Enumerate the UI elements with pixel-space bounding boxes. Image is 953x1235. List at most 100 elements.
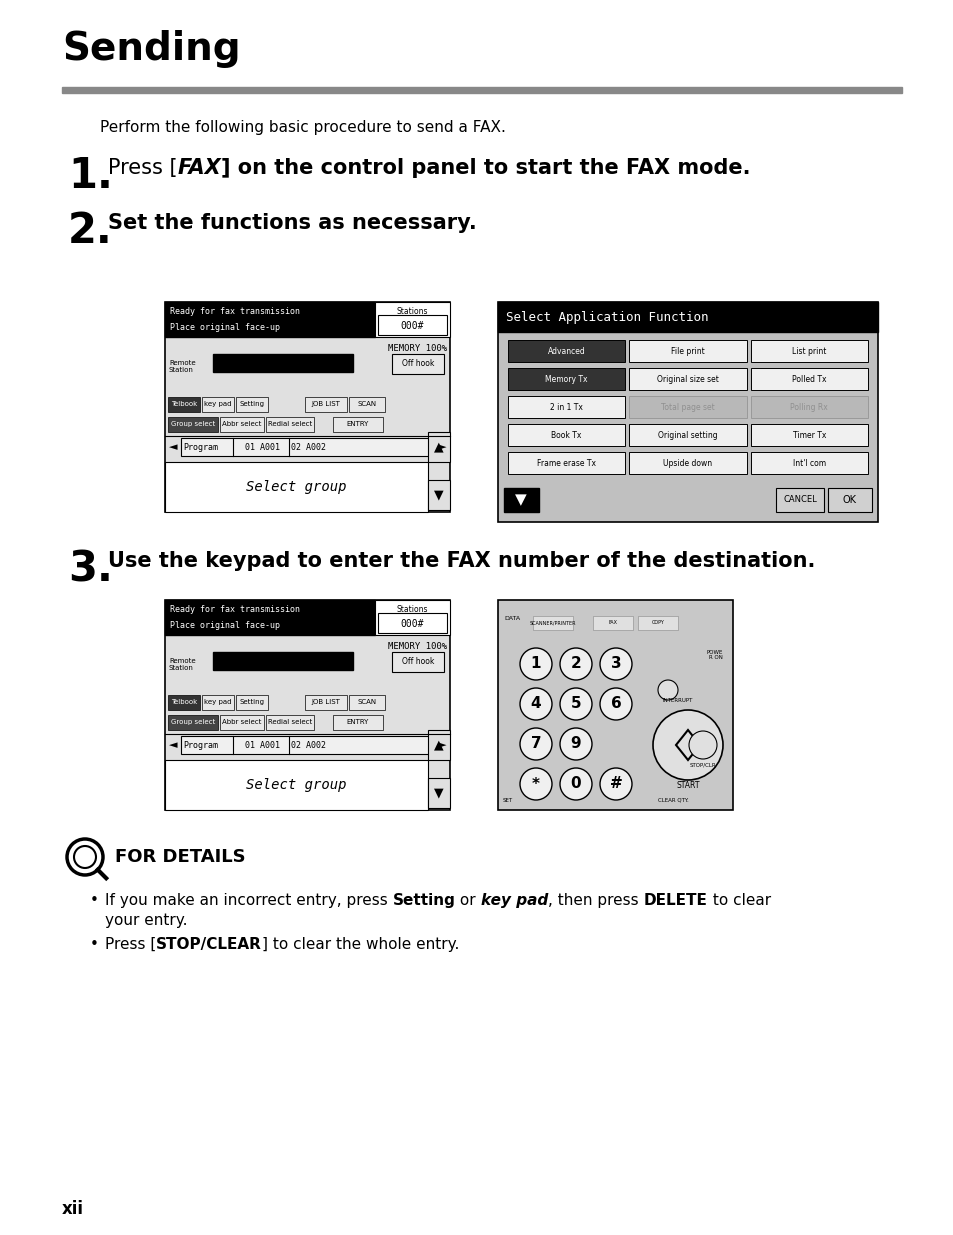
Bar [165,600,375,635]
Text: ◄: ◄ [169,740,177,750]
Text: Perform the following basic procedure to send a FAX.: Perform the following basic procedure to… [100,120,505,135]
Text: Original setting: Original setting [658,431,717,440]
Bar [349,396,385,412]
Text: 4: 4 [530,697,540,711]
Bar [428,778,450,808]
Text: 5: 5 [570,697,580,711]
Text: DATA: DATA [503,615,519,620]
Text: Telbook: Telbook [171,699,197,705]
Text: •: • [90,937,99,952]
Circle shape [599,648,631,680]
Bar [507,368,624,390]
Text: ►: ► [437,442,446,452]
Text: 6: 6 [610,697,620,711]
Text: 3: 3 [610,657,620,672]
Text: 02 A002: 02 A002 [291,741,326,751]
Bar [428,480,450,510]
Text: key pad: key pad [204,699,232,705]
Circle shape [652,710,722,781]
Bar [181,438,430,456]
Bar [629,452,746,474]
Text: SCAN: SCAN [357,699,376,705]
Text: 7: 7 [530,736,540,752]
Bar [497,303,877,522]
Bar [375,303,450,337]
Bar [349,695,385,710]
Text: Setting: Setting [239,699,264,705]
Bar [165,462,428,513]
Text: Polled Tx: Polled Tx [791,374,825,384]
Circle shape [519,727,552,760]
Text: List print: List print [791,347,825,356]
Text: FAX: FAX [177,158,221,178]
Text: •: • [90,893,99,908]
Circle shape [559,688,592,720]
Bar [168,715,218,730]
Bar [629,340,746,362]
Text: 3.: 3. [68,548,112,590]
Bar [503,488,538,513]
Circle shape [519,768,552,800]
Bar [533,616,573,630]
Text: 000#: 000# [400,321,423,331]
Text: SCAN: SCAN [357,401,376,408]
Bar [775,488,823,513]
Text: 02 A002: 02 A002 [291,443,326,452]
Text: 2.: 2. [68,210,112,252]
Text: 1.: 1. [68,156,112,198]
Text: Select group: Select group [246,480,346,494]
Bar [235,396,268,412]
Bar [333,417,382,432]
Bar [305,396,347,412]
Circle shape [559,768,592,800]
Text: INTERRUPT: INTERRUPT [662,698,693,703]
Bar [507,452,624,474]
Text: Off hook: Off hook [401,657,434,667]
Bar [165,600,450,810]
Text: FOR DETAILS: FOR DETAILS [115,848,245,866]
Text: Set the functions as necessary.: Set the functions as necessary. [108,212,477,233]
Bar [428,432,450,462]
Text: ▼: ▼ [434,787,443,799]
Text: ENTRY: ENTRY [347,719,369,725]
Text: xii: xii [62,1200,84,1218]
Bar [392,652,443,672]
Text: Remote
Station: Remote Station [169,359,195,373]
Bar [497,600,732,810]
Text: Ready for fax transmission: Ready for fax transmission [170,308,299,316]
Text: ►: ► [437,740,446,750]
Bar [213,354,353,372]
Circle shape [519,688,552,720]
Text: Use the keypad to enter the FAX number of the destination.: Use the keypad to enter the FAX number o… [108,551,815,571]
Text: JOB LIST: JOB LIST [312,401,340,408]
Bar [507,396,624,417]
Bar [629,424,746,446]
Text: Sending: Sending [62,30,240,68]
Text: Group select: Group select [171,421,214,427]
Text: Select Application Function: Select Application Function [505,310,708,324]
Text: CLEAR QTY.: CLEAR QTY. [657,798,688,803]
Bar [62,86,901,93]
Text: COPY: COPY [651,620,663,625]
Text: SCANNER/PRINTER: SCANNER/PRINTER [529,620,576,625]
Text: 0: 0 [570,777,580,792]
Bar [202,396,233,412]
Bar [220,417,264,432]
Text: Telbook: Telbook [171,401,197,408]
Text: Abbr select: Abbr select [222,421,261,427]
Circle shape [658,680,678,700]
Bar [375,600,450,635]
Text: ▼: ▼ [434,489,443,501]
Bar [750,368,867,390]
Bar [593,616,633,630]
Bar [168,695,200,710]
Bar [168,417,218,432]
Bar [638,616,678,630]
Text: Memory Tx: Memory Tx [545,374,587,384]
Bar [629,368,746,390]
Text: CANCEL: CANCEL [782,495,816,505]
Bar [165,760,428,810]
Text: Advanced: Advanced [547,347,585,356]
Circle shape [559,727,592,760]
Bar [392,354,443,374]
